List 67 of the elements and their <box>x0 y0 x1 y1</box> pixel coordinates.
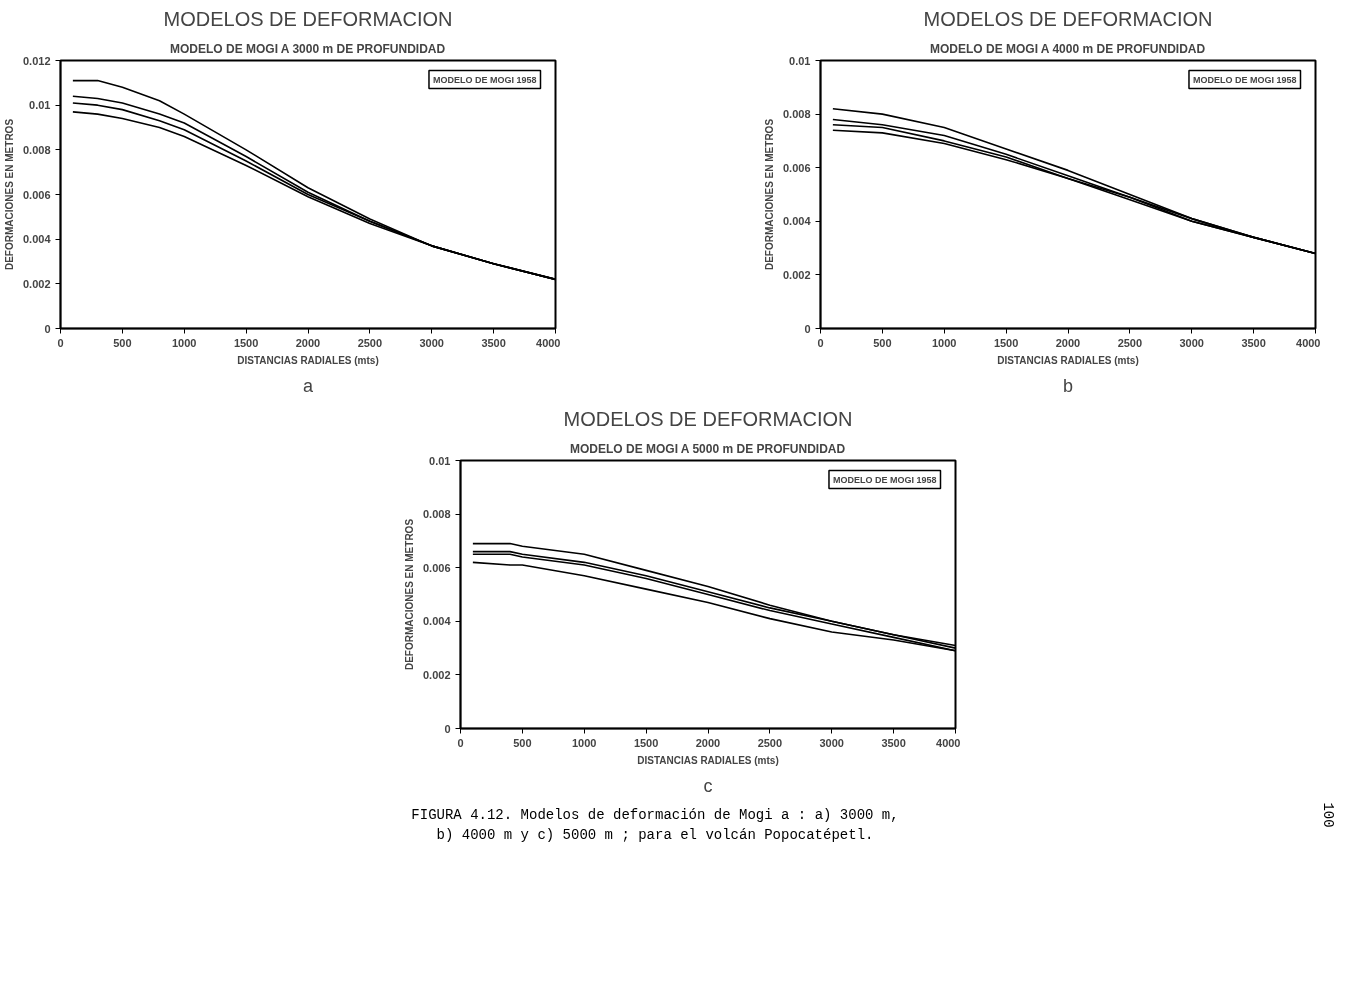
y-tick-label: 0 <box>44 322 51 335</box>
y-tick-label: 0.002 <box>422 668 451 681</box>
annotation: MODELO DE MOGI 1958 <box>432 74 537 85</box>
y-tick-label: 0.004 <box>22 233 52 246</box>
x-tick-label: 500 <box>873 336 892 349</box>
x-tick-label: 500 <box>113 336 132 349</box>
x-axis-title: DISTANCIAS RADIALES (mts) <box>637 754 779 766</box>
x-tick-label: 3500 <box>1241 336 1266 349</box>
text: b) 4000 m y c) 5000 m ; para el volcán Popocatépetl. <box>436 827 874 843</box>
y-tick-label: 0.006 <box>782 161 811 174</box>
x-tick-label: 0 <box>817 336 824 349</box>
y-tick-label: 0.012 <box>22 54 51 67</box>
x-tick-label: 1000 <box>932 336 957 349</box>
y-tick-label: 0.002 <box>22 277 51 290</box>
x-tick-label: 2000 <box>295 336 321 349</box>
y-tick-label: 0 <box>804 322 811 335</box>
x-axis-title: DISTANCIAS RADIALES (mts) <box>237 354 379 366</box>
y-tick-label: 0.01 <box>29 99 51 112</box>
x-tick-label: 3000 <box>1179 336 1204 349</box>
y-tick-label: 0.008 <box>422 508 451 521</box>
y-tick-label: 0.004 <box>782 215 812 228</box>
chart-subtitle: MODELO DE MOGI A 3000 m DE PROFUNDIDAD <box>169 41 446 56</box>
x-tick-label: 4000 <box>936 736 961 749</box>
x-tick-label: 3000 <box>419 336 444 349</box>
x-tick-label: 3000 <box>819 736 844 749</box>
x-tick-label: 2500 <box>757 736 783 749</box>
y-tick-label: 0.006 <box>422 561 451 574</box>
y-tick-label: 0.004 <box>422 615 452 628</box>
x-tick-label: 1500 <box>633 736 659 749</box>
chart-title: MODELOS DE DEFORMACION <box>563 407 853 430</box>
text: 100 <box>1318 802 1337 828</box>
x-tick-label: 3500 <box>881 736 906 749</box>
annotation: MODELO DE MOGI 1958 <box>1192 74 1297 85</box>
y-tick-label: 0.01 <box>429 454 451 467</box>
annotation: MODELO DE MOGI 1958 <box>832 474 937 485</box>
x-tick-label: 2000 <box>1055 336 1081 349</box>
x-tick-label: 1500 <box>993 336 1019 349</box>
x-tick-label: 1500 <box>233 336 259 349</box>
x-tick-label: 4000 <box>536 336 561 349</box>
text: FIGURA 4.12. Modelos de deformación de Mogi a : a) 3000 m, <box>411 807 899 823</box>
x-axis-title: DISTANCIAS RADIALES (mts) <box>997 354 1139 366</box>
chart-title: MODELOS DE DEFORMACION <box>163 7 453 30</box>
x-tick-label: 500 <box>513 736 532 749</box>
x-tick-label: 0 <box>57 336 64 349</box>
x-tick-label: 3500 <box>481 336 506 349</box>
y-axis-title: DEFORMACIONES EN METROS <box>3 118 15 271</box>
x-tick-label: 2500 <box>1117 336 1143 349</box>
y-axis-title: DEFORMACIONES EN METROS <box>763 118 775 271</box>
text: b <box>1062 375 1074 396</box>
chart-subtitle: MODELO DE MOGI A 4000 m DE PROFUNDIDAD <box>929 41 1206 56</box>
y-tick-label: 0.006 <box>22 188 51 201</box>
text: a <box>302 375 314 396</box>
x-tick-label: 4000 <box>1296 336 1321 349</box>
y-tick-label: 0 <box>444 722 451 735</box>
y-axis-title: DEFORMACIONES EN METROS <box>403 518 415 671</box>
y-tick-label: 0.008 <box>22 143 51 156</box>
y-tick-label: 0.002 <box>782 268 811 281</box>
x-tick-label: 0 <box>457 736 464 749</box>
chart-subtitle: MODELO DE MOGI A 5000 m DE PROFUNDIDAD <box>569 441 846 456</box>
x-tick-label: 2000 <box>695 736 721 749</box>
x-tick-label: 1000 <box>172 336 197 349</box>
y-tick-label: 0.01 <box>789 54 811 67</box>
x-tick-label: 2500 <box>357 336 383 349</box>
x-tick-label: 1000 <box>572 736 597 749</box>
y-tick-label: 0.008 <box>782 108 811 121</box>
text: c <box>703 775 713 796</box>
chart-title: MODELOS DE DEFORMACION <box>923 7 1213 30</box>
